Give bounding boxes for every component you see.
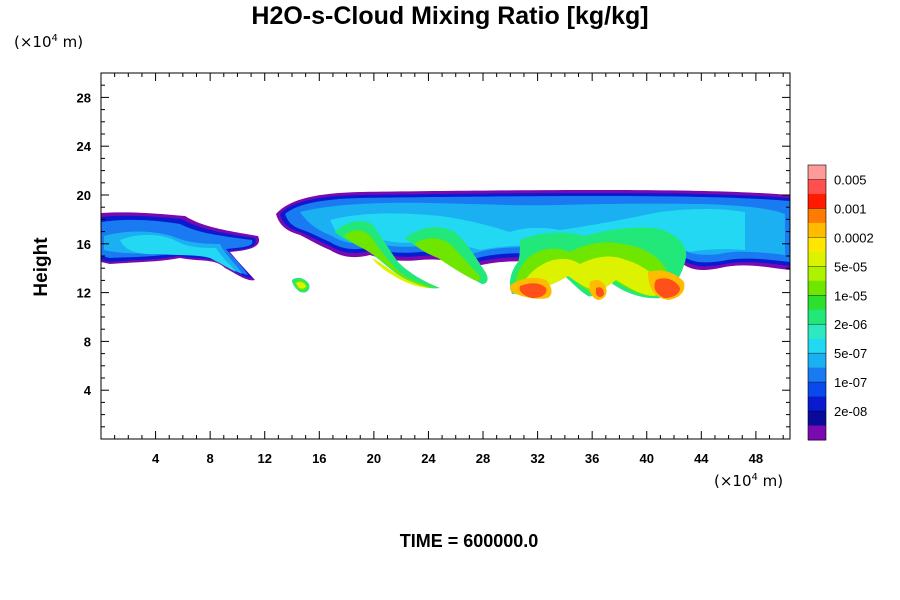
x-tick-label: 12 — [257, 451, 271, 466]
x-tick-label: 28 — [476, 451, 490, 466]
y-tick-label: 8 — [84, 334, 91, 349]
x-axis: 4 8 12 16 20 24 28 32 36 40 44 48 — [114, 73, 784, 466]
colorbar-swatch — [808, 251, 826, 267]
colorbar-label: 1e-07 — [834, 375, 867, 390]
x-axis-unit: (×104 m) — [714, 472, 783, 490]
y-tick-label: 28 — [77, 90, 91, 105]
colorbar-swatch — [808, 425, 826, 441]
x-tick-label: 20 — [367, 451, 381, 466]
colorbar-swatch — [808, 382, 826, 398]
y-tick-label: 4 — [84, 383, 92, 398]
colorbar-swatch — [808, 280, 826, 296]
colorbar-swatch — [808, 295, 826, 311]
y-axis-unit: (×104 m) — [14, 33, 83, 51]
colorbar-swatch — [808, 193, 826, 209]
x-tick-label: 8 — [207, 451, 214, 466]
x-tick-label: 4 — [152, 451, 160, 466]
x-tick-label: 48 — [749, 451, 763, 466]
colorbar-swatch — [808, 396, 826, 412]
colorbar-label: 0.0002 — [834, 230, 874, 245]
colorbar-frame — [807, 164, 827, 441]
colorbar-swatch — [808, 353, 826, 369]
cloud-level-0.0002 — [509, 270, 685, 300]
colorbar-swatch — [808, 266, 826, 282]
x-tick-label: 40 — [640, 451, 654, 466]
y-unit-exponent: 4 — [51, 33, 58, 44]
colorbar-swatch — [808, 324, 826, 340]
colorbar-label: 1e-05 — [834, 288, 867, 303]
colorbar-swatch — [808, 338, 826, 354]
x-tick-label: 16 — [312, 451, 326, 466]
chart-title: H2O-s-Cloud Mixing Ratio [kg/kg] — [251, 2, 649, 30]
colorbar-label: 5e-05 — [834, 259, 867, 274]
colorbar-swatch — [808, 237, 826, 253]
colorbar-swatch — [808, 309, 826, 325]
x-tick-label: 24 — [421, 451, 436, 466]
y-tick-label: 16 — [77, 237, 91, 252]
colorbar-swatch — [808, 165, 826, 180]
colorbar-swatch — [808, 222, 826, 238]
colorbar: 0.005 0.001 0.0002 5e-05 1e-05 2e-06 5e-07 1e-0… — [807, 164, 874, 441]
colorbar-swatch — [808, 411, 826, 427]
x-tick-label: 32 — [530, 451, 544, 466]
x-tick-label: 44 — [694, 451, 709, 466]
colorbar-swatch — [808, 179, 826, 195]
x-unit-prefix: (×10 — [714, 472, 752, 490]
y-unit-prefix: (×10 — [14, 33, 52, 51]
y-tick-label: 20 — [77, 188, 91, 203]
colorbar-swatch — [808, 367, 826, 383]
cloud-field — [101, 190, 790, 300]
y-tick-label: 24 — [77, 139, 92, 154]
x-unit-suffix: m) — [757, 472, 784, 490]
colorbar-label: 2e-08 — [834, 404, 867, 419]
colorbar-label: 0.005 — [834, 172, 867, 187]
cloud-level-0.001 — [519, 278, 680, 298]
colorbar-swatch — [808, 208, 826, 224]
x-tick-label: 36 — [585, 451, 599, 466]
colorbar-label: 0.001 — [834, 201, 867, 216]
x-unit-exponent: 4 — [751, 472, 758, 483]
cloud-level-5e-05 — [296, 256, 662, 296]
y-axis: 4 8 12 16 20 24 28 — [77, 84, 790, 428]
time-label: TIME = 600000.0 — [399, 531, 539, 551]
colorbar-label: 5e-07 — [834, 346, 867, 361]
y-tick-label: 12 — [77, 286, 91, 301]
colorbar-label: 2e-06 — [834, 317, 867, 332]
y-unit-suffix: m) — [57, 33, 84, 51]
